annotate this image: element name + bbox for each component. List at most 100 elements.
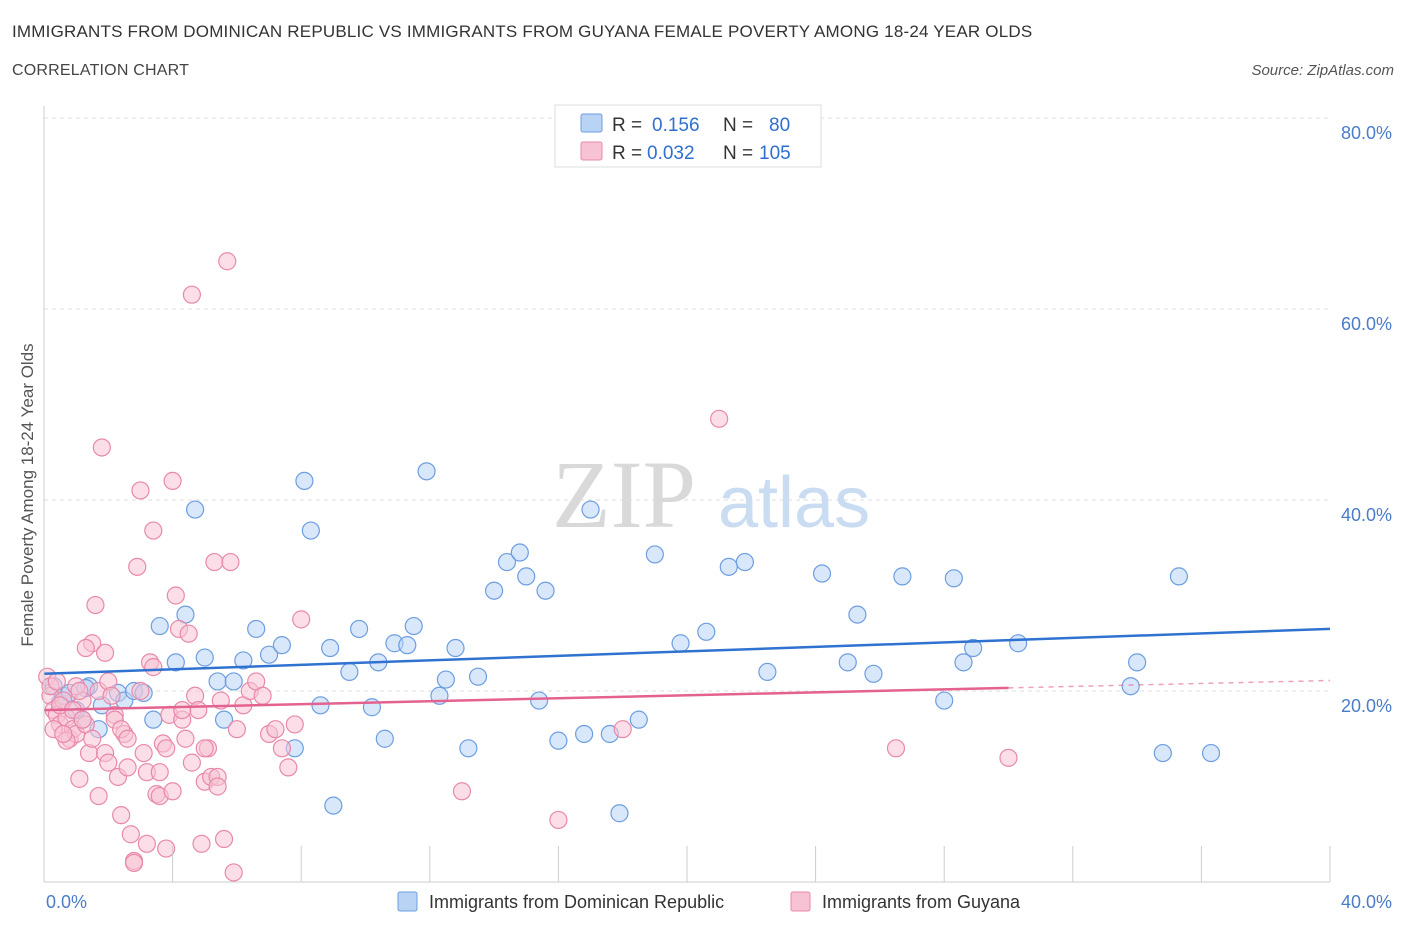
guyana-point	[292, 610, 311, 629]
trend-lines	[43, 627, 1331, 712]
guyana-point	[176, 729, 195, 748]
guyana-point	[54, 724, 73, 744]
guyana-point	[613, 720, 632, 739]
guyana-point	[224, 863, 243, 882]
dominican-point	[224, 672, 243, 691]
guyana-point	[221, 552, 240, 572]
dominican-point	[150, 616, 169, 636]
guyana-point	[118, 729, 137, 748]
guyana-point	[144, 521, 163, 540]
guyana-point	[549, 810, 568, 830]
guyana-point	[131, 481, 150, 500]
dominican-point	[1009, 634, 1028, 653]
dominican-point	[375, 729, 394, 748]
guyana-point	[279, 758, 298, 777]
x-tick-label: 40.0%	[1341, 892, 1392, 912]
dominican-point	[536, 581, 555, 600]
source-credit: Source: ZipAtlas.com	[1251, 62, 1394, 79]
dominican-point	[247, 619, 266, 639]
guyana-point	[92, 438, 111, 457]
trend-line-extension	[1008, 679, 1331, 689]
y-axis-label: Female Poverty Among 18-24 Year Olds	[18, 343, 37, 646]
x-tick-label: 0.0%	[46, 892, 87, 912]
grid-lines	[44, 117, 1330, 692]
guyana-point	[73, 710, 92, 729]
dominican-point	[864, 664, 883, 683]
dominican-point	[398, 636, 417, 655]
dominican-point	[436, 670, 455, 689]
dominican-point	[530, 691, 549, 710]
guyana-point	[144, 658, 163, 677]
dominican-point	[719, 557, 738, 576]
guyana-point	[182, 753, 201, 772]
dominican-point	[446, 638, 465, 658]
guyana-point	[99, 753, 118, 772]
guyana-point	[89, 786, 108, 806]
guyana-point	[218, 252, 237, 271]
dominican-point	[575, 724, 594, 744]
dominican-point	[459, 739, 478, 758]
guyana-point	[195, 739, 214, 758]
dominican-point	[485, 581, 504, 600]
series-swatch-guyana	[790, 891, 811, 912]
chart-subtitle: CORRELATION CHART	[12, 62, 190, 79]
dominican-point	[645, 545, 664, 564]
y-tick-label: 80.0%	[1341, 123, 1392, 143]
guyana-point	[179, 624, 198, 643]
trend-line-guyana	[43, 686, 1009, 712]
guyana-point	[285, 715, 304, 734]
guyana-point	[227, 720, 246, 739]
series-swatch-dominican	[397, 891, 418, 912]
dominican-point	[195, 648, 214, 667]
dominican-point	[324, 796, 343, 815]
guyana-point	[112, 806, 131, 825]
dominican-point	[497, 552, 517, 572]
series-legend: Immigrants from Dominican Republic Immig…	[397, 891, 1021, 912]
guyana-point	[150, 763, 169, 782]
guyana-point	[272, 739, 292, 758]
guyana-point	[710, 409, 729, 428]
guyana-point	[95, 643, 115, 662]
y-tick-label: 20.0%	[1341, 696, 1392, 716]
chart-title: IMMIGRANTS FROM DOMINICAN REPUBLIC VS IM…	[12, 22, 1033, 41]
guyana-point	[134, 743, 153, 763]
guyana-point	[266, 720, 285, 739]
series-label-guyana: Immigrants from Guyana	[822, 892, 1021, 912]
dominican-point	[581, 500, 600, 519]
dominican-point	[214, 710, 234, 729]
watermark-atlas: atlas	[718, 463, 870, 543]
legend-swatch-pink	[580, 141, 603, 161]
watermark: ZIP atlas	[552, 441, 870, 548]
guyana-point	[192, 834, 211, 853]
guyana-point	[182, 285, 201, 304]
guyana-point	[999, 748, 1018, 767]
trend-line-dominican	[43, 627, 1331, 676]
guyana-point	[86, 595, 105, 615]
dominican-point	[954, 653, 973, 672]
y-tick-label: 60.0%	[1341, 314, 1392, 334]
legend-n-value-pink: 105	[759, 143, 791, 164]
dominican-point	[964, 638, 983, 658]
correlation-legend: R = 0.156 N = 80 R = 0.032 N = 105	[554, 104, 822, 168]
dominican-point	[311, 696, 330, 715]
guyana-point	[128, 557, 147, 576]
dominican-point	[935, 691, 954, 710]
dominican-point	[301, 521, 320, 540]
guyana-point	[47, 672, 66, 691]
guyana-point	[208, 777, 227, 796]
legend-r-value-pink: 0.032	[647, 143, 695, 164]
guyana-point	[118, 758, 137, 777]
legend-n-label-blue: N =	[723, 115, 753, 136]
axes: 20.0% 40.0% 60.0% 80.0% 0.0% 40.0%	[43, 106, 1392, 912]
dominican-point	[893, 567, 912, 586]
dominican-point	[295, 471, 314, 490]
guyana-point	[121, 825, 140, 844]
legend-n-value-blue: 80	[769, 115, 790, 136]
dominican-point	[272, 636, 292, 655]
dominican-point	[735, 552, 754, 572]
dominican-point	[186, 500, 205, 519]
guyana-point	[70, 681, 89, 701]
dominican-point	[1127, 653, 1147, 672]
legend-swatch-blue	[580, 113, 603, 133]
